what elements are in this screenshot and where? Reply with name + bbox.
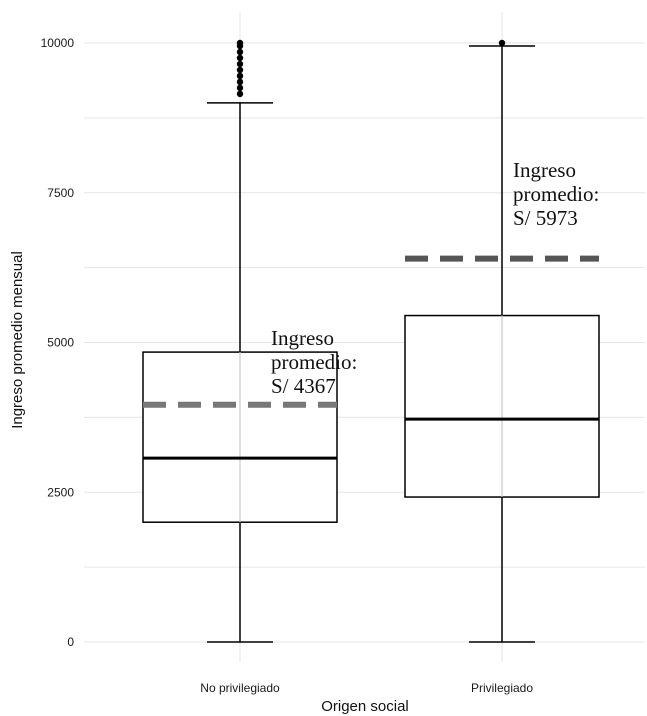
mean-annotation-line: S/ 4367 [271, 374, 336, 398]
y-tick-label: 2500 [47, 485, 74, 499]
x-axis-title: Origen social [321, 698, 409, 715]
outlier-point [236, 39, 244, 47]
mean-annotation-line: promedio: [271, 350, 357, 374]
y-tick-label: 10000 [41, 36, 75, 50]
mean-annotation-line: Ingreso [271, 326, 334, 350]
mean-annotation-line: S/ 5973 [513, 206, 578, 230]
outlier-point [498, 39, 506, 47]
outlier-point [236, 84, 244, 92]
outlier-point [236, 90, 244, 98]
outlier-point [236, 48, 244, 56]
y-tick-label: 7500 [47, 186, 74, 200]
outlier-point [236, 60, 244, 68]
outlier-point [236, 66, 244, 74]
y-axis-title: Ingreso promedio mensual [9, 251, 26, 429]
outlier-point [236, 72, 244, 80]
x-tick-label: Privilegiado [471, 681, 533, 695]
y-axis: 0 2500 5000 7500 10000 [41, 36, 75, 649]
y-tick-label: 0 [67, 635, 74, 649]
mean-annotation-line: promedio: [513, 182, 599, 206]
x-tick-label: No privilegiado [200, 681, 280, 695]
y-tick-label: 5000 [47, 336, 74, 350]
x-axis: No privilegiado Privilegiado [200, 681, 533, 695]
outlier-point [236, 54, 244, 62]
outlier-point [236, 78, 244, 86]
mean-annotation-line: Ingreso [513, 158, 576, 182]
